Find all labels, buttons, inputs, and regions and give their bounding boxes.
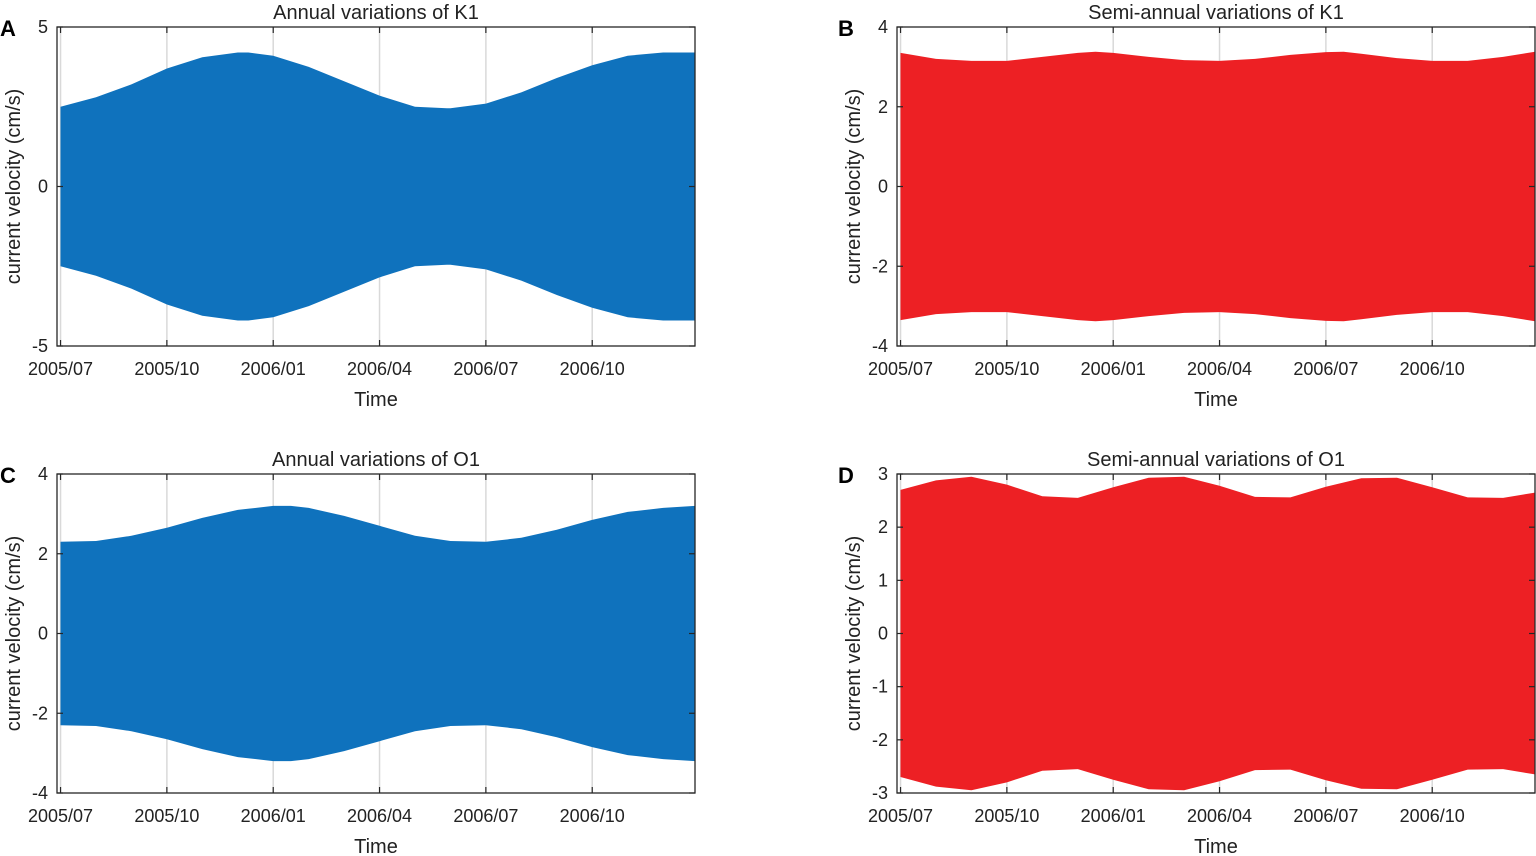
x-tick-label: 2006/07 bbox=[453, 359, 518, 379]
y-tick-label: 2 bbox=[878, 517, 888, 537]
x-tick-label: 2006/04 bbox=[1187, 359, 1252, 379]
x-tick-label: 2006/01 bbox=[1081, 359, 1146, 379]
panel-b: 2005/07 2005/10 2006/01 2006/04 2006/07 2006/… bbox=[838, 2, 1536, 411]
x-axis-label: Time bbox=[1194, 389, 1238, 411]
x-axis-label: Time bbox=[354, 389, 398, 411]
chart-title: Annual variations of O1 bbox=[272, 449, 480, 471]
y-axis-label: current velocity (cm/s) bbox=[843, 536, 865, 732]
y-tick-label: 2 bbox=[878, 97, 888, 117]
x-tick-label: 2006/10 bbox=[1400, 806, 1465, 826]
y-tick-label: -2 bbox=[872, 730, 888, 750]
y-tick-label: -4 bbox=[872, 336, 888, 356]
x-tick-label: 2005/07 bbox=[868, 359, 933, 379]
panel-letter: A bbox=[0, 16, 16, 41]
chart-title: Semi-annual variations of O1 bbox=[1087, 449, 1345, 471]
y-tick-label: -2 bbox=[872, 256, 888, 276]
y-tick-label: 4 bbox=[878, 17, 888, 37]
x-tick-label: 2006/07 bbox=[1293, 359, 1358, 379]
y-tick-label: 1 bbox=[878, 570, 888, 590]
y-axis-label: current velocity (cm/s) bbox=[3, 536, 25, 732]
x-tick-label: 2006/10 bbox=[560, 806, 625, 826]
y-tick-label: 4 bbox=[38, 464, 48, 484]
x-axis-label: Time bbox=[1194, 836, 1238, 856]
oscillation-envelope bbox=[900, 476, 1535, 791]
panel-letter: D bbox=[838, 463, 854, 488]
y-axis-label: current velocity (cm/s) bbox=[3, 89, 25, 285]
chart-title: Semi-annual variations of K1 bbox=[1088, 2, 1344, 24]
chart-title: Annual variations of K1 bbox=[273, 2, 479, 24]
x-tick-label: 2005/07 bbox=[28, 359, 93, 379]
y-tick-label: -3 bbox=[872, 783, 888, 803]
y-tick-label: 0 bbox=[38, 177, 48, 197]
panel-letter: B bbox=[838, 16, 854, 41]
y-tick-label: -1 bbox=[872, 677, 888, 697]
oscillation-envelope bbox=[900, 51, 1535, 322]
x-tick-label: 2005/10 bbox=[974, 806, 1039, 826]
x-tick-label: 2006/01 bbox=[1081, 806, 1146, 826]
panel-d: 2005/07 2005/10 2006/01 2006/04 2006/07 2006/… bbox=[838, 449, 1536, 856]
panel-letter: C bbox=[0, 463, 16, 488]
x-tick-label: 2005/10 bbox=[134, 806, 199, 826]
y-tick-label: 5 bbox=[38, 17, 48, 37]
x-tick-label: 2006/04 bbox=[347, 806, 412, 826]
x-tick-label: 2006/07 bbox=[1293, 806, 1358, 826]
panel-a: 2005/07 2005/10 2006/01 2006/04 2006/07 2006/… bbox=[0, 2, 696, 411]
y-tick-label: 0 bbox=[38, 624, 48, 644]
y-tick-label: 0 bbox=[878, 624, 888, 644]
y-tick-label: -5 bbox=[32, 336, 48, 356]
y-axis-label: current velocity (cm/s) bbox=[843, 89, 865, 285]
x-tick-label: 2006/04 bbox=[1187, 806, 1252, 826]
x-tick-label: 2006/01 bbox=[241, 806, 306, 826]
x-tick-label: 2006/01 bbox=[241, 359, 306, 379]
oscillation-envelope bbox=[60, 505, 695, 762]
x-tick-label: 2006/07 bbox=[453, 806, 518, 826]
panel-c: 2005/07 2005/10 2006/01 2006/04 2006/07 2006/… bbox=[0, 449, 696, 856]
x-tick-label: 2005/10 bbox=[134, 359, 199, 379]
x-tick-label: 2006/10 bbox=[560, 359, 625, 379]
x-tick-label: 2005/07 bbox=[28, 806, 93, 826]
x-tick-label: 2005/10 bbox=[974, 359, 1039, 379]
y-tick-label: 2 bbox=[38, 544, 48, 564]
x-axis-label: Time bbox=[354, 836, 398, 856]
y-tick-label: 0 bbox=[878, 177, 888, 197]
oscillation-envelope bbox=[60, 52, 695, 321]
x-tick-label: 2006/10 bbox=[1400, 359, 1465, 379]
y-tick-label: 3 bbox=[878, 464, 888, 484]
y-tick-label: -4 bbox=[32, 783, 48, 803]
x-tick-label: 2005/07 bbox=[868, 806, 933, 826]
x-tick-label: 2006/04 bbox=[347, 359, 412, 379]
y-tick-label: -2 bbox=[32, 703, 48, 723]
